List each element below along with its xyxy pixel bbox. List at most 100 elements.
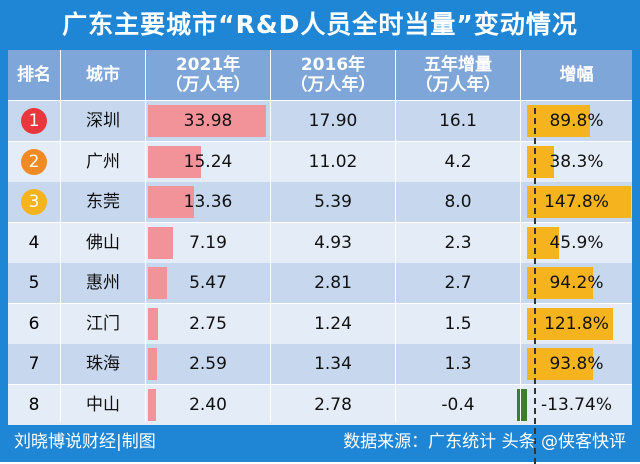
bar-2021 — [148, 267, 167, 299]
rank-cell: 5 — [8, 263, 60, 303]
rank-cell: 3 — [8, 182, 60, 222]
table-row: 2 广州 15.24 11.02 4.2 38.3% — [8, 141, 632, 182]
bar-growth — [527, 307, 613, 340]
table-row: 7 珠海 2.59 1.34 1.3 93.8% — [8, 344, 632, 384]
value-delta: 8.0 — [444, 192, 472, 212]
header-2021: 2021年 （万人年） — [146, 50, 270, 100]
city-name: 佛山 — [86, 232, 120, 253]
rank-cell: 7 — [8, 344, 60, 384]
rank-badge: 3 — [21, 189, 47, 215]
header-rank-label: 排名 — [17, 65, 51, 85]
header-2016: 2016年 （万人年） — [271, 50, 395, 100]
table-row: 1 深圳 33.98 17.90 16.1 89.8% — [8, 101, 632, 141]
city-name: 东莞 — [86, 192, 120, 212]
column-divider — [145, 50, 146, 422]
header-growth-label: 增幅 — [559, 65, 594, 85]
rank-badge: 2 — [21, 148, 47, 175]
bar-growth — [527, 226, 560, 259]
value-2016: 17.90 — [308, 111, 358, 131]
header-city-label: 城市 — [86, 65, 120, 85]
rank-cell: 1 — [8, 101, 60, 141]
value-2016: 1.34 — [314, 354, 352, 374]
value-2021: 2.59 — [189, 354, 227, 374]
footer-source: 数据来源：广东统计 头条 @侠客快评 — [343, 432, 626, 452]
bar-2021 — [148, 105, 266, 137]
city-name: 惠州 — [86, 273, 120, 293]
rank-cell: 4 — [8, 223, 60, 263]
value-2021: 15.24 — [183, 151, 233, 172]
column-divider — [520, 50, 521, 422]
rank-badge: 1 — [21, 108, 47, 134]
value-2016: 5.39 — [314, 192, 352, 212]
bar-growth — [527, 267, 594, 299]
city-name: 珠海 — [86, 354, 120, 374]
bar-growth — [527, 145, 554, 178]
table-row: 6 江门 2.75 1.24 1.5 121.8% — [8, 303, 632, 344]
value-delta: -0.4 — [441, 394, 475, 415]
bar-growth-negative — [517, 388, 527, 421]
value-delta: 2.3 — [444, 232, 472, 253]
header-rank: 排名 — [8, 50, 60, 100]
header-2021-line2: （万人年） — [165, 75, 251, 95]
value-2021: 2.40 — [189, 394, 227, 415]
bar-2021 — [148, 388, 157, 421]
bar-growth — [527, 105, 591, 137]
value-growth: 94.2% — [549, 273, 604, 293]
growth-zero-line — [534, 108, 536, 464]
header-growth: 增幅 — [521, 50, 632, 100]
table-row: 3 东莞 13.36 5.39 8.0 147.8% — [8, 182, 632, 222]
city-name: 广州 — [86, 151, 120, 172]
bar-2021 — [148, 145, 201, 178]
rank-cell: 8 — [8, 385, 60, 425]
value-growth: 38.3% — [549, 151, 604, 172]
city-name: 江门 — [86, 313, 120, 334]
header-delta-line2: （万人年） — [415, 75, 501, 95]
rank-number: 4 — [28, 232, 40, 253]
value-growth: 121.8% — [544, 313, 609, 334]
rank-number: 6 — [28, 313, 40, 334]
bar-growth — [527, 186, 631, 218]
column-divider — [395, 50, 396, 422]
value-2016: 4.93 — [314, 232, 352, 253]
footer: 刘晓博说财经|制图 数据来源：广东统计 头条 @侠客快评 — [0, 422, 640, 462]
table-row: 4 佛山 7.19 4.93 2.3 45.9% — [8, 222, 632, 263]
value-growth: 147.8% — [544, 192, 609, 212]
value-delta: 16.1 — [439, 111, 477, 131]
value-2016: 2.78 — [314, 394, 352, 415]
column-divider — [270, 50, 271, 422]
bar-2021 — [148, 226, 173, 259]
value-2016: 1.24 — [314, 313, 352, 334]
table-row: 8 中山 2.40 2.78 -0.4 -13.74% — [8, 384, 632, 425]
value-growth: -13.74% — [541, 394, 612, 415]
city-name: 深圳 — [86, 111, 120, 131]
value-delta: 4.2 — [444, 151, 472, 172]
value-growth: 45.9% — [549, 232, 604, 253]
rank-number: 7 — [28, 354, 40, 374]
header-2021-line1: 2021年 — [175, 55, 241, 75]
rank-cell: 2 — [8, 142, 60, 182]
table-row: 5 惠州 5.47 2.81 2.7 94.2% — [8, 263, 632, 303]
value-2021: 33.98 — [183, 111, 233, 131]
rank-number: 8 — [28, 394, 40, 415]
header-delta-line1: 五年增量 — [424, 55, 492, 75]
value-2016: 11.02 — [308, 151, 358, 172]
header-2016-line2: （万人年） — [290, 75, 376, 95]
column-divider — [60, 50, 61, 422]
data-table: 排名 城市 2021年 （万人年） 2016年 （万人年） 五年增量 （万人年）… — [8, 50, 632, 464]
bar-growth — [527, 348, 593, 380]
rank-number: 5 — [28, 273, 40, 293]
rank-cell: 6 — [8, 304, 60, 344]
value-growth: 93.8% — [549, 354, 604, 374]
value-growth: 89.8% — [549, 111, 604, 131]
value-2021: 7.19 — [189, 232, 227, 253]
value-delta: 2.7 — [444, 273, 472, 293]
value-2016: 2.81 — [314, 273, 352, 293]
bar-2021 — [148, 307, 158, 340]
header-2016-line1: 2016年 — [300, 55, 366, 75]
city-name: 中山 — [86, 394, 120, 415]
value-2021: 5.47 — [189, 273, 227, 293]
bar-2021 — [148, 186, 195, 218]
value-2021: 2.75 — [189, 313, 227, 334]
page-title: 广东主要城市“R&D人员全时当量”变动情况 — [62, 10, 578, 39]
